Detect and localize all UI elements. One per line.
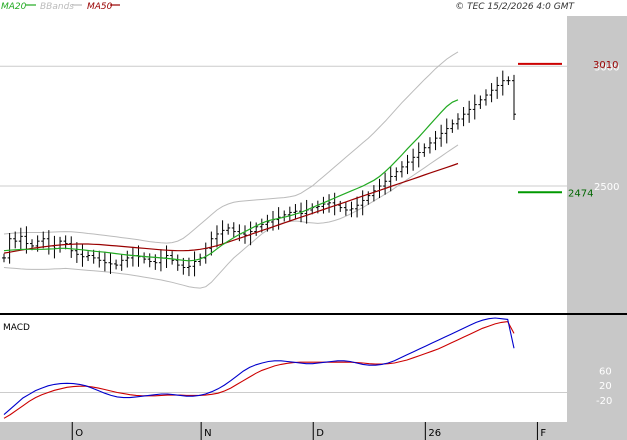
ohlc-bar <box>102 251 107 272</box>
ohlc-bar <box>394 167 399 181</box>
ohlc-bar <box>2 253 6 263</box>
price-panel: 3000 2500 3010 2474 <box>0 16 627 313</box>
legend: MA20 BBands MA50 © TEC 15/2/2026 4:0 GMT <box>1 2 576 12</box>
ohlc-bar <box>192 251 197 277</box>
ohlc-bar <box>399 161 404 178</box>
macd-panel: MACD 60 20 -20 <box>0 315 627 422</box>
ohlc-bar <box>7 233 12 264</box>
legend-ma20: MA20 <box>1 2 27 12</box>
ohlc-bar <box>147 253 152 268</box>
ohlc-bar <box>472 94 477 120</box>
ohlc-bar <box>506 76 511 85</box>
ohlc-bar <box>355 196 360 218</box>
ohlc-bar <box>371 185 376 202</box>
macd-axis-panel <box>567 315 627 422</box>
bollinger-bands <box>3 51 459 289</box>
price-axis-panel <box>567 16 627 313</box>
macd-plot-area <box>0 315 567 422</box>
ohlc-bar <box>450 119 455 133</box>
ohlc-bar <box>41 231 46 249</box>
ohlc-bar <box>343 201 348 216</box>
legend-bbands: BBands <box>40 2 74 12</box>
ohlc-bar <box>405 154 410 175</box>
bb-lower-line <box>3 144 459 289</box>
ohlc-bar <box>91 249 96 264</box>
ohlc-bar <box>427 137 432 154</box>
ohlc-bar <box>338 200 343 212</box>
ohlc-bars <box>2 70 516 277</box>
price-tick-2500: 2500 <box>594 182 619 193</box>
ohlc-bar <box>512 74 516 120</box>
ohlc-bar <box>478 95 483 109</box>
ohlc-bar <box>422 143 427 157</box>
ohlc-bar <box>119 254 124 271</box>
ma50-line <box>3 162 459 254</box>
x-tick-label: O <box>75 428 83 439</box>
ohlc-bar <box>461 107 466 127</box>
ohlc-bar <box>63 235 68 250</box>
ohlc-bar <box>254 222 259 236</box>
ohlc-bar <box>455 113 460 130</box>
ohlc-bar <box>175 254 180 271</box>
moving-averages <box>3 99 459 262</box>
ohlc-bar <box>209 231 214 256</box>
ohlc-bar <box>411 148 416 171</box>
ohlc-bar <box>321 196 326 214</box>
ohlc-bar <box>74 242 79 263</box>
ohlc-bar <box>287 206 292 221</box>
ohlc-bar <box>214 225 219 248</box>
ohlc-bar <box>242 225 247 244</box>
macd-tick-60: 60 <box>599 366 612 377</box>
ohlc-bar <box>327 194 332 213</box>
ohlc-bar <box>495 76 500 99</box>
ohlc-bar <box>360 190 365 216</box>
macd-tick-minus20: -20 <box>596 396 612 407</box>
price-tick-3000: 3000 <box>594 62 619 73</box>
legend-ma50: MA50 <box>87 2 113 12</box>
ma20-line <box>3 99 459 262</box>
ohlc-bar <box>383 172 388 195</box>
bb-upper-line <box>3 51 459 244</box>
price-plot-area <box>0 16 567 313</box>
macd-line <box>3 317 515 416</box>
support-label: 2474 <box>568 188 593 199</box>
copyright-text: © TEC 15/2/2026 4:0 GMT <box>455 2 575 12</box>
ohlc-bar <box>86 251 91 262</box>
macd-title: MACD <box>3 323 30 333</box>
ohlc-bar <box>69 236 74 258</box>
ohlc-bar <box>366 191 371 205</box>
ohlc-bar <box>433 130 438 151</box>
ohlc-bar <box>388 166 393 192</box>
ohlc-bar <box>349 201 354 218</box>
ohlc-bar <box>439 124 444 147</box>
ohlc-bar <box>416 142 421 168</box>
ohlc-bar <box>220 220 225 245</box>
ohlc-bar <box>231 222 236 238</box>
ohlc-bar <box>108 252 113 274</box>
ohlc-bar <box>114 259 119 270</box>
ohlc-bar <box>467 100 472 123</box>
x-tick-label: N <box>204 428 211 439</box>
ohlc-bar <box>13 231 18 249</box>
x-tick-label: F <box>540 428 546 439</box>
resistance-label: 3010 <box>593 60 618 71</box>
ohlc-bar <box>483 89 488 106</box>
ohlc-bar <box>226 223 231 235</box>
x-tick-label: 26 <box>428 428 441 439</box>
ohlc-bar <box>80 244 85 267</box>
macd-tick-20: 20 <box>599 381 612 392</box>
ohlc-bar <box>444 118 449 144</box>
macd-lines <box>3 317 515 419</box>
ohlc-bar <box>97 250 102 268</box>
ohlc-bar <box>170 251 175 265</box>
ohlc-bar <box>293 204 298 220</box>
ohlc-bar <box>125 250 130 268</box>
panel-separator <box>0 313 627 315</box>
ohlc-bar <box>500 70 505 96</box>
x-axis: O N D 26 F <box>0 422 627 440</box>
x-tick-label: D <box>316 428 324 439</box>
ohlc-bar <box>489 83 494 103</box>
ohlc-bar <box>18 227 23 250</box>
